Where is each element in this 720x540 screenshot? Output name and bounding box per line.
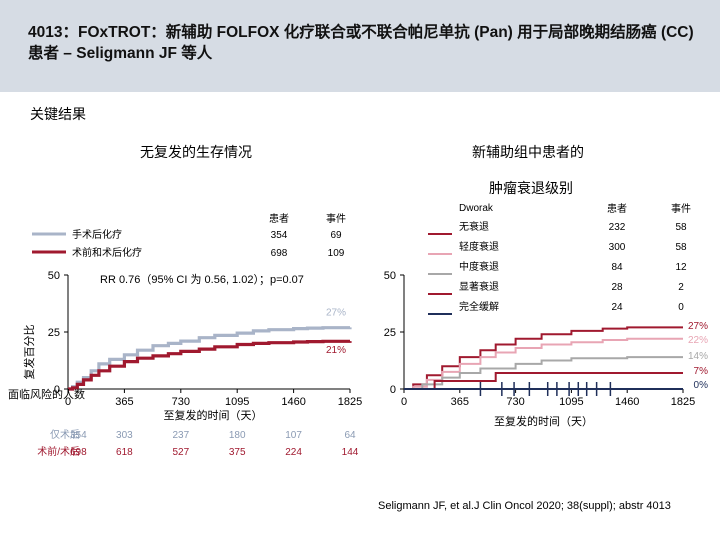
legend-events: 109: [328, 248, 345, 259]
legend-label: 中度衰退: [459, 260, 499, 273]
y-tick-label: 0: [54, 384, 60, 396]
right-chart-title: 新辅助组中患者的: [472, 144, 584, 160]
x-tick-label: 730: [506, 396, 524, 408]
end-label: 0%: [694, 380, 709, 391]
risk-value: 180: [229, 430, 246, 441]
km-curve-post-op: [68, 326, 352, 391]
x-tick-label: 730: [172, 396, 190, 408]
legend-label: 术前和术后化疗: [72, 246, 142, 259]
legend-label: 手术后化疗: [72, 228, 122, 241]
slide-title: 4013：FOxTROT：新辅助 FOLFOX 化疗联合或不联合帕尼单抗 (Pa…: [28, 24, 694, 62]
km-curve-pre-post-op: [68, 339, 352, 391]
legend-patients: 232: [609, 222, 626, 233]
x-axis-label: 至复发的时间（天）: [494, 414, 593, 428]
end-label: 27%: [688, 321, 708, 332]
x-tick-label: 1825: [338, 396, 362, 408]
risk-value: 107: [285, 430, 302, 441]
header-band: 4013：FOxTROT：新辅助 FOLFOX 化疗联合或不联合帕尼单抗 (Pa…: [0, 0, 720, 92]
citation: Seligmann JF, et al.J Clin Oncol 2020; 3…: [378, 500, 671, 512]
y-tick-label: 50: [48, 270, 60, 282]
risk-value: 224: [285, 447, 302, 458]
risk-value: 698: [70, 447, 87, 458]
x-tick-label: 1095: [559, 396, 583, 408]
legend-events: 69: [330, 230, 342, 241]
km-curve-dworak-3: [404, 356, 683, 390]
legend-patients: 300: [609, 242, 626, 253]
section-label: 关键结果: [30, 106, 86, 122]
legend-label: 完全缓解: [459, 300, 499, 313]
y-axis-label: 复发百分比: [22, 325, 36, 380]
end-label: 7%: [694, 366, 709, 377]
legend-patients: 698: [271, 248, 288, 259]
x-tick-label: 365: [115, 396, 133, 408]
risk-value: 618: [116, 447, 133, 458]
km-curve-dworak-2: [404, 337, 683, 390]
risk-value: 527: [172, 447, 189, 458]
legend-patients: 84: [611, 262, 623, 273]
right-chart-subtitle: 肿瘤衰退级别: [489, 180, 573, 196]
legend-label: 无衰退: [459, 220, 489, 233]
legend-col-patients: 患者: [269, 213, 289, 225]
risk-value: 237: [172, 430, 189, 441]
risk-table-title: 面临风险的人数: [8, 387, 85, 401]
legend-events: 12: [675, 262, 687, 273]
y-tick-label: 25: [48, 327, 60, 339]
left-chart-title: 无复发的生存情况: [140, 144, 252, 160]
end-label: 22%: [688, 335, 708, 346]
y-tick-label: 25: [384, 327, 396, 339]
risk-value: 354: [70, 430, 87, 441]
x-tick-label: 1095: [225, 396, 249, 408]
y-tick-label: 50: [384, 270, 396, 282]
y-tick-label: 0: [390, 384, 396, 396]
risk-value: 303: [116, 430, 133, 441]
end-label: 14%: [688, 351, 708, 362]
risk-value: 375: [229, 447, 246, 458]
x-tick-label: 0: [401, 396, 407, 408]
x-axis-label: 至复发的时间（天）: [164, 408, 263, 422]
legend-events: 2: [678, 282, 684, 293]
legend-col-events: 事件: [671, 202, 691, 215]
legend-events: 58: [675, 222, 687, 233]
legend-col-patients: 患者: [607, 203, 627, 215]
x-tick-label: 1825: [671, 396, 695, 408]
rr-annotation: RR 0.76（95% CI 为 0.56, 1.02）；p=0.07: [100, 273, 304, 286]
legend-events: 58: [675, 242, 687, 253]
risk-row-label: 仅术后: [50, 429, 80, 441]
legend-patients: 354: [271, 230, 288, 241]
legend-title: Dworak: [459, 203, 494, 214]
km-curve-dworak-4: [404, 372, 683, 390]
risk-row-label: 术前/术后: [37, 445, 80, 458]
x-tick-label: 0: [65, 396, 71, 408]
legend-col-events: 事件: [326, 212, 346, 225]
legend-patients: 28: [611, 282, 623, 293]
km-curve-dworak-1: [404, 326, 683, 390]
risk-value: 64: [344, 430, 356, 441]
risk-value: 144: [342, 447, 359, 458]
end-label: 27%: [326, 307, 346, 318]
x-tick-label: 365: [451, 396, 469, 408]
legend-patients: 24: [611, 302, 623, 313]
legend-events: 0: [678, 302, 684, 313]
legend-label: 显著衰退: [459, 280, 499, 293]
x-tick-label: 1460: [615, 396, 639, 408]
end-label: 21%: [326, 345, 346, 356]
x-tick-label: 1460: [281, 396, 305, 408]
legend-label: 轻度衰退: [459, 240, 499, 253]
